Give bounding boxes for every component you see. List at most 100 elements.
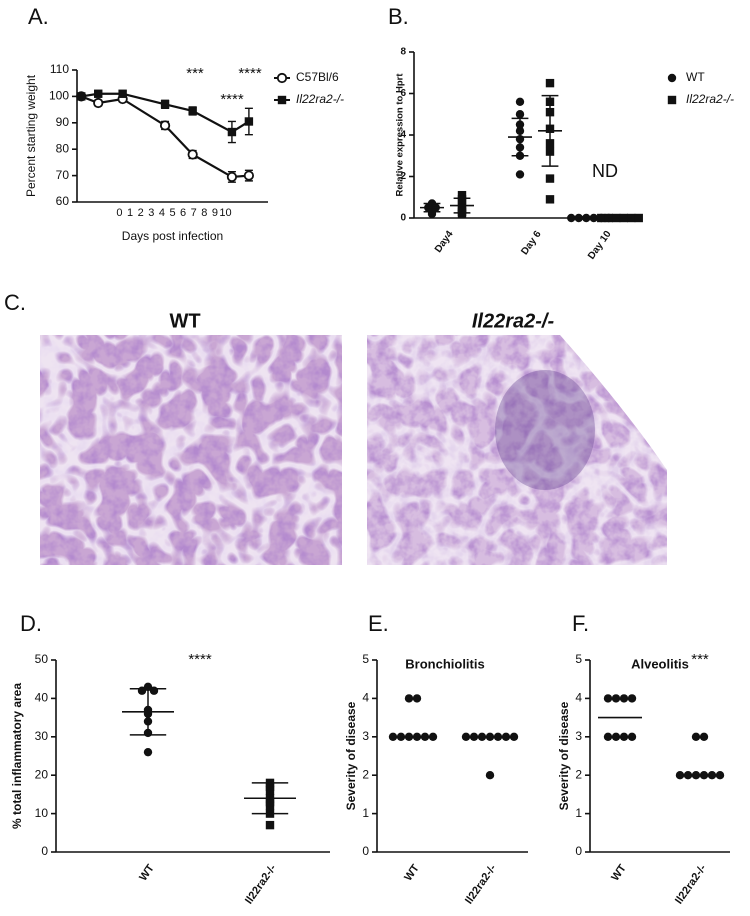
data-point bbox=[634, 213, 643, 223]
data-point bbox=[515, 170, 525, 179]
y-tick-label: 2 bbox=[575, 767, 582, 781]
y-tick-label: 30 bbox=[35, 729, 49, 743]
x-tick-label: 7 bbox=[191, 207, 197, 219]
data-point bbox=[226, 171, 238, 183]
x-tick-label: 10 bbox=[219, 207, 231, 219]
data-point bbox=[469, 732, 479, 741]
data-point bbox=[93, 97, 104, 109]
data-point bbox=[485, 771, 495, 780]
y-tick-label: 1 bbox=[575, 806, 582, 820]
legend-label: WT bbox=[686, 70, 705, 84]
x-tick-label: 5 bbox=[169, 207, 175, 219]
data-point bbox=[477, 732, 487, 741]
y-tick-label: 0 bbox=[575, 844, 582, 858]
x-tick-label: WT bbox=[402, 862, 422, 883]
x-tick-label: WT bbox=[609, 862, 629, 883]
x-tick-label: 0 bbox=[116, 207, 122, 219]
y-tick-label: 70 bbox=[56, 168, 70, 182]
data-point bbox=[412, 694, 422, 703]
data-point bbox=[143, 747, 153, 757]
data-point bbox=[545, 78, 555, 88]
data-point bbox=[188, 106, 197, 116]
data-point bbox=[404, 732, 414, 741]
data-point bbox=[603, 732, 613, 741]
data-point bbox=[707, 771, 717, 780]
legend-marker bbox=[276, 72, 288, 84]
x-axis-title: Days post infection bbox=[122, 229, 223, 243]
data-point bbox=[715, 771, 725, 780]
data-point bbox=[545, 195, 555, 204]
data-point bbox=[404, 694, 414, 703]
data-point bbox=[619, 732, 629, 741]
y-tick-label: 0 bbox=[41, 844, 48, 858]
x-tick-label: 6 bbox=[180, 207, 186, 219]
sd-bar bbox=[541, 94, 559, 167]
y-tick-label: 0 bbox=[362, 844, 369, 858]
sd-bar bbox=[423, 202, 441, 213]
y-tick-label: 1 bbox=[362, 806, 369, 820]
x-tick-label: Day 6 bbox=[519, 229, 544, 258]
data-point bbox=[619, 694, 629, 703]
y-tick-label: 4 bbox=[575, 691, 582, 705]
x-tick-label: 3 bbox=[148, 207, 154, 219]
annotation: **** bbox=[220, 91, 244, 108]
y-tick-label: 60 bbox=[56, 194, 70, 208]
data-point bbox=[699, 732, 709, 741]
data-point bbox=[627, 694, 637, 703]
x-tick-label: Day 10 bbox=[586, 229, 614, 262]
legend-label: Il22ra2-/- bbox=[686, 92, 734, 106]
annotation: **** bbox=[238, 65, 262, 82]
data-point bbox=[597, 213, 606, 223]
x-tick-label: 2 bbox=[138, 207, 144, 219]
x-tick-label: 8 bbox=[201, 207, 207, 219]
x-tick-label: 4 bbox=[159, 207, 165, 219]
panel-letter: A. bbox=[28, 4, 49, 29]
image-label: Il22ra2-/- bbox=[472, 310, 555, 332]
panel-letter: B. bbox=[388, 4, 409, 29]
x-tick-label: 9 bbox=[212, 207, 218, 219]
y-tick-label: 5 bbox=[575, 652, 582, 666]
y-tick-label: 110 bbox=[50, 62, 69, 76]
legend-marker bbox=[667, 95, 677, 105]
data-point bbox=[611, 732, 621, 741]
x-tick-label: Il22ra2-/- bbox=[673, 862, 709, 906]
data-point bbox=[94, 89, 103, 98]
y-axis-title: % total inflammatory area bbox=[10, 683, 24, 829]
y-axis-title: Relative expression to Hprt bbox=[395, 73, 406, 197]
sd-bar bbox=[453, 197, 471, 214]
y-tick-label: 100 bbox=[49, 89, 69, 103]
data-point bbox=[485, 732, 495, 741]
data-point bbox=[428, 732, 438, 741]
histology-image bbox=[40, 335, 342, 565]
annotation: ND bbox=[592, 161, 618, 181]
data-point bbox=[515, 97, 525, 107]
panel-letter: C. bbox=[4, 290, 26, 315]
data-point bbox=[388, 732, 398, 741]
y-tick-label: 4 bbox=[362, 691, 369, 705]
data-point bbox=[187, 149, 198, 160]
data-point bbox=[683, 771, 693, 780]
data-point bbox=[545, 174, 555, 183]
legend-label: C57Bl/6 bbox=[296, 70, 339, 84]
y-tick-label: 3 bbox=[362, 729, 369, 743]
y-tick-label: 4 bbox=[400, 130, 406, 141]
x-tick-label: Il22ra2-/- bbox=[463, 862, 499, 906]
panel-letter: D. bbox=[20, 611, 42, 636]
y-tick-label: 5 bbox=[362, 652, 369, 666]
data-point bbox=[691, 771, 701, 780]
y-tick-label: 2 bbox=[400, 171, 406, 182]
y-axis-title: Severity of disease bbox=[557, 701, 571, 810]
y-tick-label: 2 bbox=[362, 767, 369, 781]
data-point bbox=[699, 771, 709, 780]
data-point bbox=[160, 100, 170, 109]
data-point bbox=[244, 117, 254, 126]
y-tick-label: 3 bbox=[575, 729, 582, 743]
y-tick-label: 20 bbox=[35, 767, 49, 781]
legend-marker bbox=[277, 95, 287, 105]
data-point bbox=[691, 732, 701, 741]
y-tick-label: 0 bbox=[400, 213, 406, 224]
panel-letter: E. bbox=[368, 611, 389, 636]
annotation: *** bbox=[186, 65, 204, 82]
y-axis-title: Percent starting weight bbox=[24, 74, 38, 197]
x-tick-label: 1 bbox=[127, 207, 133, 219]
